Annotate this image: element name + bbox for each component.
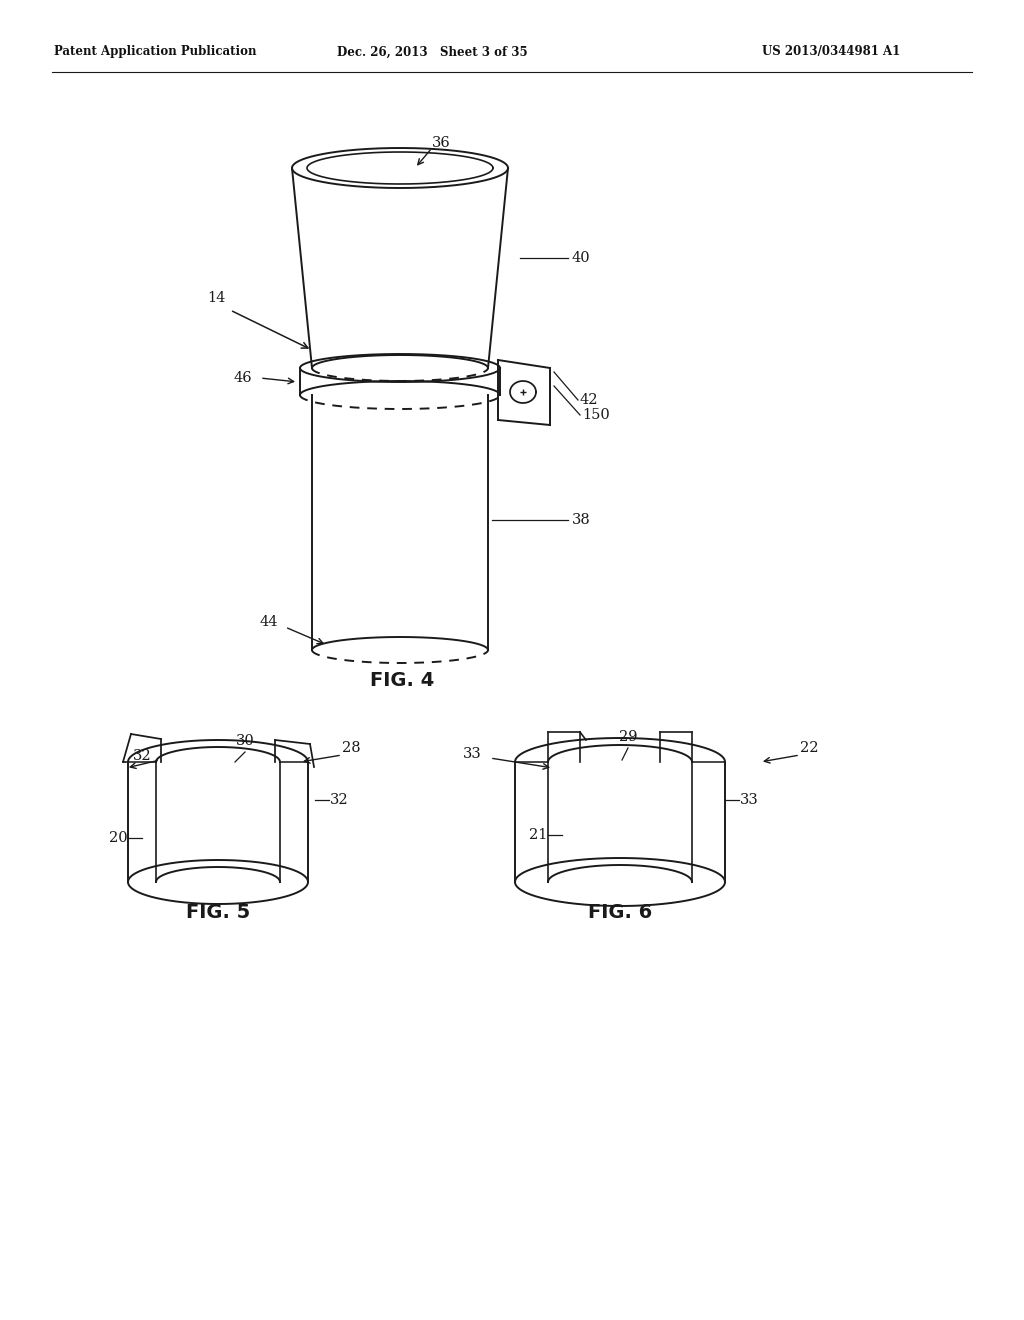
Text: 28: 28 xyxy=(342,741,360,755)
Text: 32: 32 xyxy=(133,748,152,763)
Text: Dec. 26, 2013   Sheet 3 of 35: Dec. 26, 2013 Sheet 3 of 35 xyxy=(337,45,527,58)
Text: 32: 32 xyxy=(330,793,348,807)
Text: 20: 20 xyxy=(110,832,128,845)
Text: Patent Application Publication: Patent Application Publication xyxy=(54,45,256,58)
Text: US 2013/0344981 A1: US 2013/0344981 A1 xyxy=(762,45,900,58)
Text: 38: 38 xyxy=(572,513,591,527)
Text: FIG. 6: FIG. 6 xyxy=(588,903,652,921)
Text: FIG. 4: FIG. 4 xyxy=(370,671,434,689)
Text: 40: 40 xyxy=(572,251,591,265)
Text: 33: 33 xyxy=(740,793,759,807)
Text: 33: 33 xyxy=(463,747,482,762)
Text: 36: 36 xyxy=(432,136,451,150)
Text: 22: 22 xyxy=(800,741,818,755)
Text: 30: 30 xyxy=(236,734,254,748)
Text: 14: 14 xyxy=(207,290,225,305)
Text: 42: 42 xyxy=(580,393,598,407)
Text: 44: 44 xyxy=(259,615,278,630)
Text: 150: 150 xyxy=(582,408,609,422)
Text: 29: 29 xyxy=(618,730,637,744)
Text: 21: 21 xyxy=(528,828,547,842)
Text: FIG. 5: FIG. 5 xyxy=(186,903,250,921)
Text: 46: 46 xyxy=(233,371,252,385)
